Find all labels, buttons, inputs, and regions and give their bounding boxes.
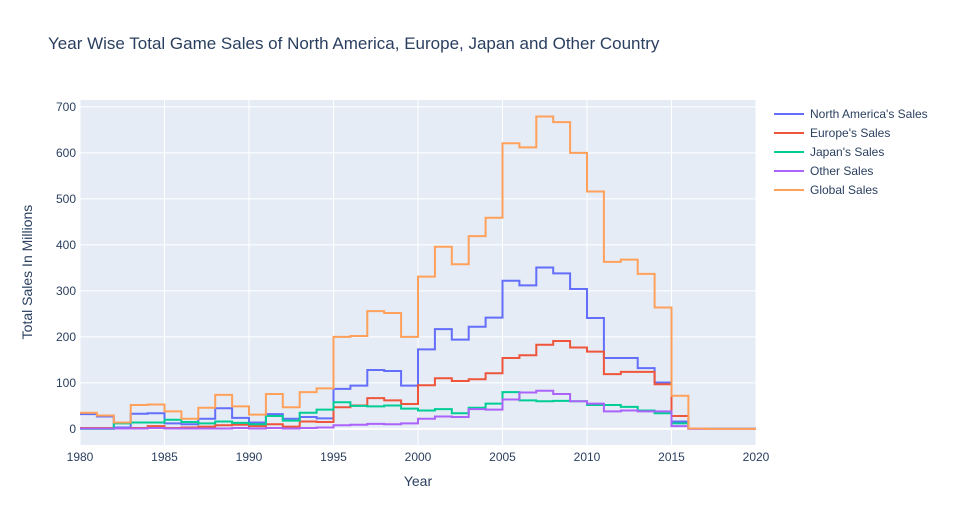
- x-tick-label: 2020: [743, 450, 770, 464]
- series-line-4: [80, 115, 756, 430]
- y-axis-title: Total Sales In Millions: [19, 205, 35, 340]
- chart-title: Year Wise Total Game Sales of North Amer…: [48, 34, 660, 53]
- x-tick-label: 2000: [405, 450, 432, 464]
- series-line-3: [80, 389, 756, 430]
- x-tick-labels: 1980 1985 1990 1995 2000 2005 2010 2015 2020: [67, 450, 770, 464]
- x-tick-label: 1985: [151, 450, 178, 464]
- legend-label: Other Sales: [810, 163, 874, 178]
- legend-swatch: [774, 150, 804, 153]
- legend-swatch: [774, 112, 804, 115]
- x-tick-label: 2005: [489, 450, 516, 464]
- series-layer: [80, 115, 756, 430]
- y-tick-label: 400: [56, 238, 76, 252]
- legend-label: North America's Sales: [810, 106, 928, 121]
- legend-item[interactable]: Global Sales: [774, 180, 928, 199]
- legend-label: Global Sales: [810, 182, 879, 197]
- x-tick-label: 1990: [236, 450, 263, 464]
- y-tick-label: 200: [56, 330, 76, 344]
- y-tick-label: 300: [56, 284, 76, 298]
- y-tick-label: 600: [56, 146, 76, 160]
- legend-swatch: [774, 188, 804, 191]
- x-tick-label: 2015: [658, 450, 685, 464]
- x-axis-title: Year: [404, 473, 433, 489]
- y-tick-label: 500: [56, 192, 76, 206]
- x-tick-label: 2010: [574, 450, 601, 464]
- legend-item[interactable]: Europe's Sales: [774, 123, 928, 142]
- y-tick-labels: 0 100 200 300 400 500 600 700: [56, 100, 76, 436]
- legend-swatch: [774, 169, 804, 172]
- legend-item[interactable]: North America's Sales: [774, 104, 928, 123]
- y-tick-label: 700: [56, 100, 76, 114]
- x-tick-label: 1980: [67, 450, 94, 464]
- y-tick-label: 0: [69, 422, 76, 436]
- legend-swatch: [774, 131, 804, 134]
- legend-label: Japan's Sales: [810, 144, 885, 159]
- x-tick-label: 1995: [320, 450, 347, 464]
- series-line-1: [80, 340, 756, 430]
- legend-item[interactable]: Other Sales: [774, 161, 928, 180]
- series-line-0: [80, 266, 756, 430]
- series-line-2: [80, 391, 756, 430]
- legend-item[interactable]: Japan's Sales: [774, 142, 928, 161]
- legend-label: Europe's Sales: [810, 125, 891, 140]
- y-tick-label: 100: [56, 376, 76, 390]
- legend: North America's Sales Europe's Sales Japan…: [774, 104, 928, 199]
